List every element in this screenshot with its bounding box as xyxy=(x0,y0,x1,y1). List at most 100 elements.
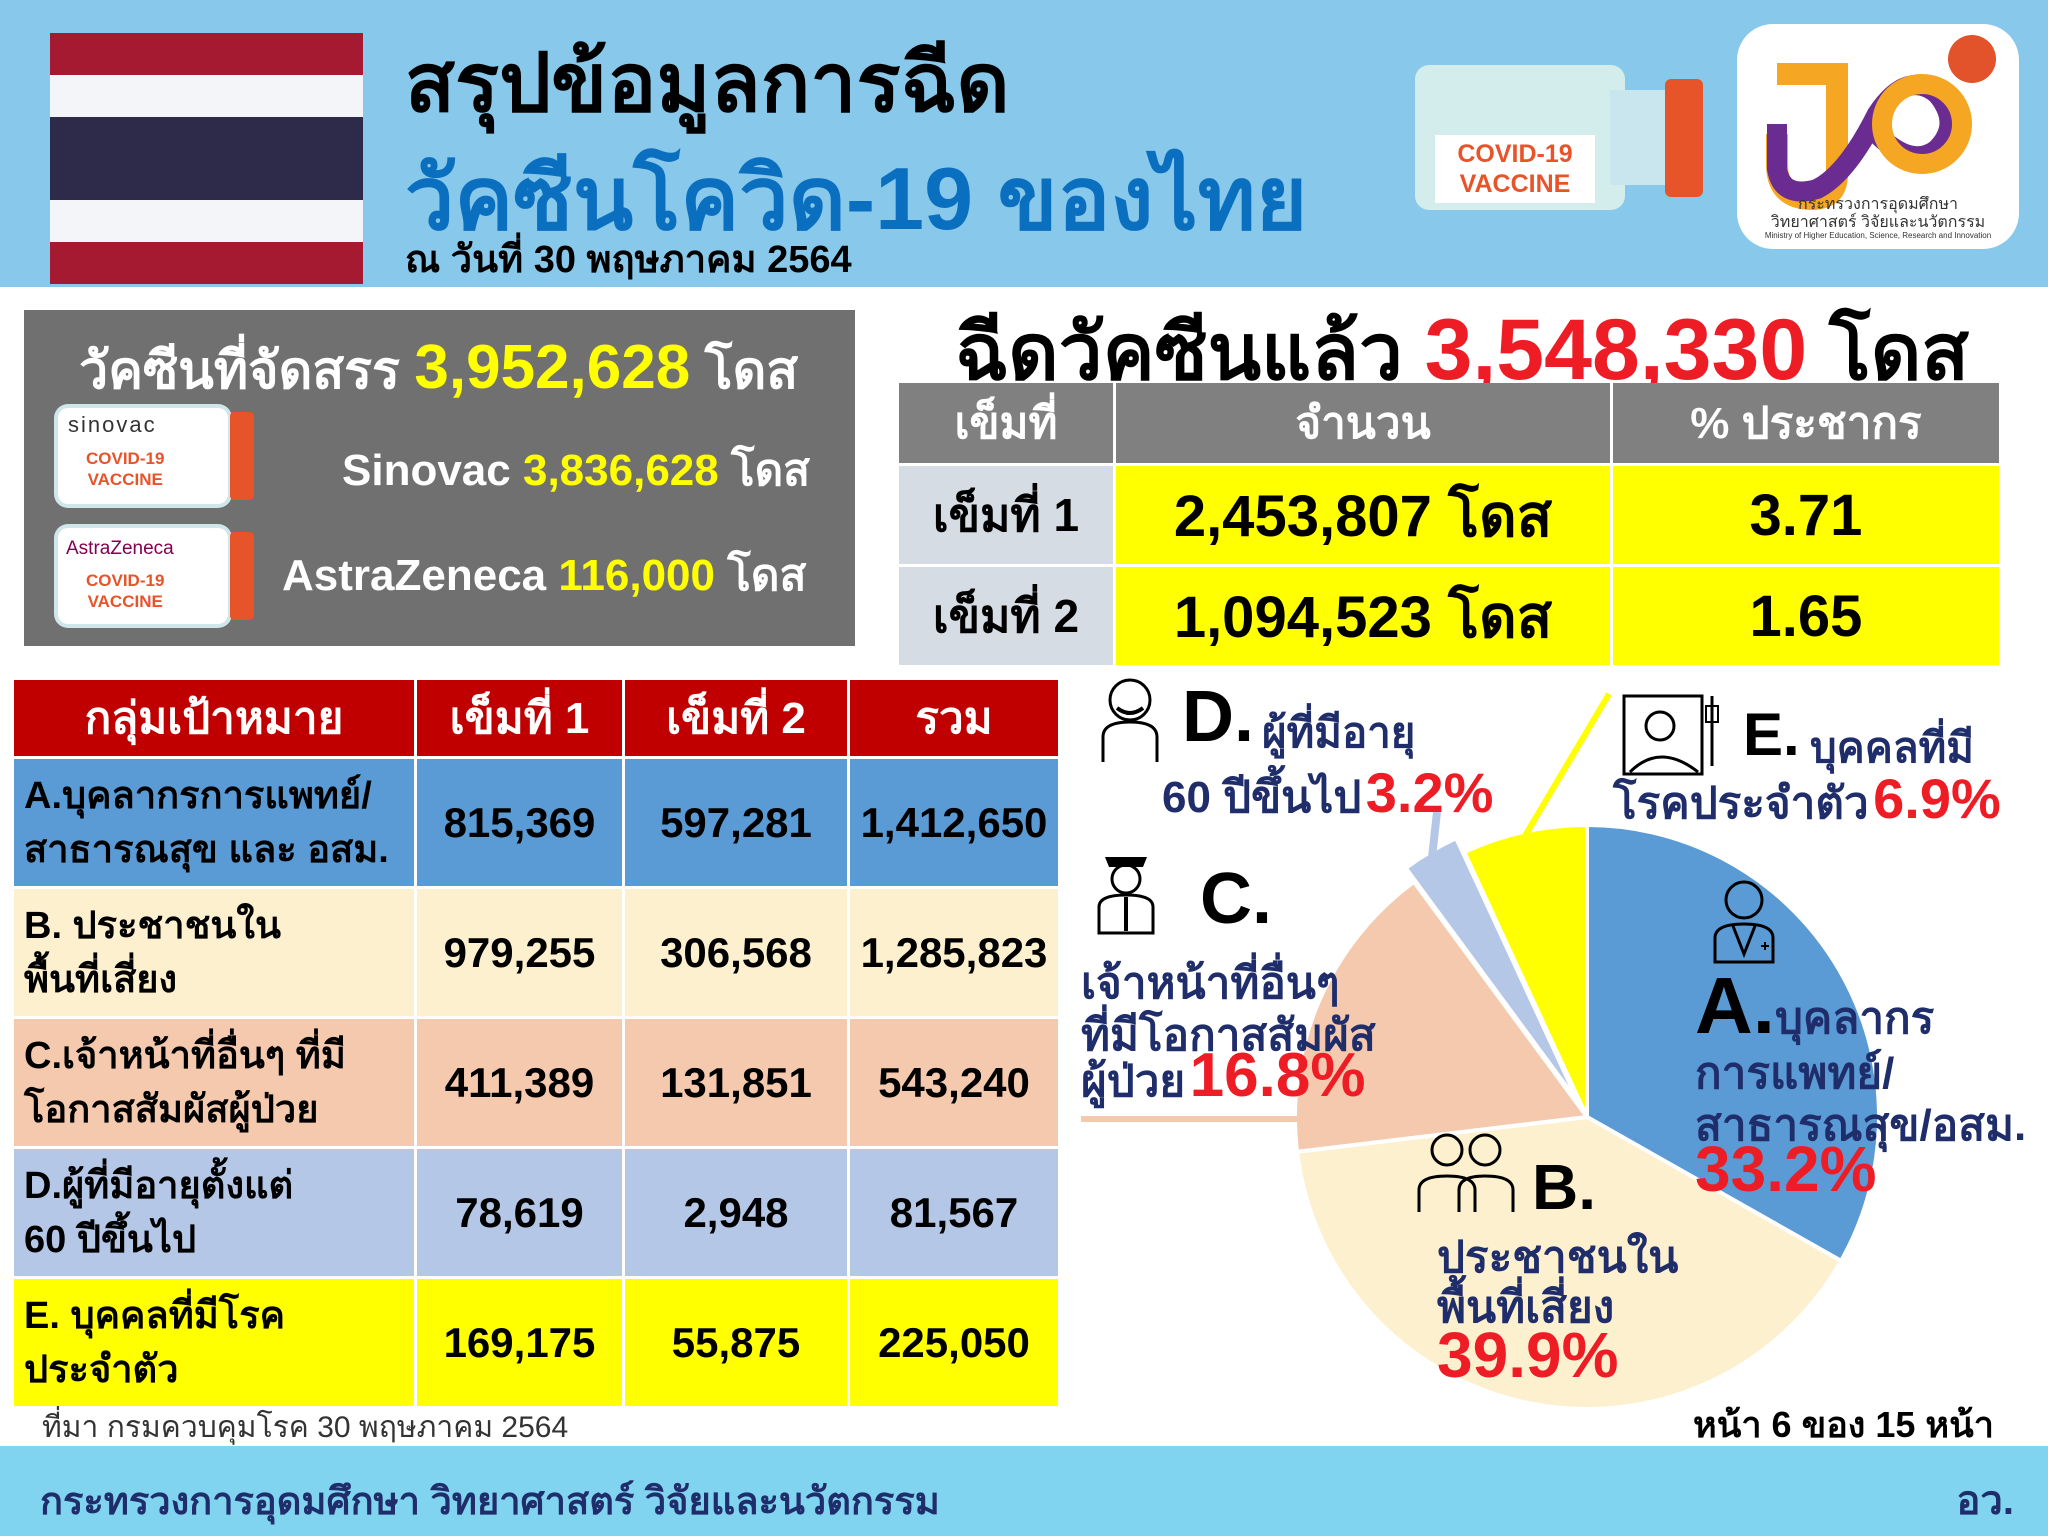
col-count: จำนวน xyxy=(1116,383,1610,463)
administered-label: ฉีดวัคซีนแล้ว xyxy=(955,308,1403,396)
slice-e-pct: 6.9% xyxy=(1873,767,2001,830)
slice-e-line2: โรคประจำตัว 6.9% xyxy=(1613,766,2001,838)
dose1-value: 979,255 xyxy=(417,889,622,1016)
administered-total-value: 3,548,330 xyxy=(1424,302,1808,398)
dose2-value: 2,948 xyxy=(625,1149,847,1276)
footer-abbr: อว. xyxy=(1956,1479,2014,1523)
table-row: C.เจ้าหน้าที่อื่นๆ ที่มี โอกาสสัมผัสผู้ป่… xyxy=(14,1019,1058,1146)
slice-e-letter: E. xyxy=(1743,701,1800,768)
slice-c-line3: ผู้ป่วย 16.8% xyxy=(1081,1040,1376,1122)
table-row: A.บุคลากรการแพทย์/ สาธารณสุข และ อสม. 815,… xyxy=(14,759,1058,886)
total-value: 225,050 xyxy=(850,1279,1058,1406)
sinovac-unit: โดส xyxy=(730,446,811,495)
group-name: D.ผู้ที่มีอายุตั้งแต่ 60 ปีขึ้นไป xyxy=(14,1149,414,1276)
sinovac-vial-label-2: VACCINE xyxy=(87,470,163,489)
total-value: 1,285,823 xyxy=(850,889,1058,1016)
title-line1: สรุปข้อมูลการฉีด xyxy=(405,38,1010,129)
slice-d-label-1: ผู้ที่มีอายุ xyxy=(1262,709,1416,756)
dose-label: เข็มที่ 1 xyxy=(899,466,1113,564)
group-name-line: พื้นที่เสี่ยง xyxy=(24,958,178,1001)
dose-percent: 3.71 xyxy=(1613,466,1999,564)
col-dose1: เข็มที่ 1 xyxy=(417,680,622,756)
people-icon xyxy=(1415,1128,1519,1219)
group-table-header: กลุ่มเป้าหมาย เข็มที่ 1 เข็มที่ 2 รวม xyxy=(14,680,1058,756)
administered-unit: โดส xyxy=(1828,308,1969,396)
slice-a-label-2: การแพทย์/ xyxy=(1695,1049,1895,1098)
astrazeneca-unit: โดส xyxy=(727,551,807,600)
patient-bed-icon xyxy=(1620,692,1724,783)
slice-b-label-2: พื้นที่เสี่ยง xyxy=(1437,1283,1615,1332)
vial-label-1: COVID-19 xyxy=(1457,140,1573,168)
logo-text-2: วิทยาศาสตร์ วิจัยและนวัตกรรม xyxy=(1770,214,1986,231)
dose-percent: 1.65 xyxy=(1613,567,1999,665)
slice-a-letter: A. xyxy=(1695,961,1775,1050)
astrazeneca-brand: AstraZeneca xyxy=(66,538,174,559)
slice-a-pct: 33.2% xyxy=(1695,1133,1877,1205)
dose-table: เข็มที่ จำนวน % ประชากร เข็มที่ 1 2,453,… xyxy=(896,380,2002,668)
logo-text-1: กระทรวงการอุดมศึกษา xyxy=(1798,196,1958,213)
mhesi-logo-icon xyxy=(1766,35,1996,211)
allocation-unit: โดส xyxy=(704,342,799,400)
footer-bar: กระทรวงการอุดมศึกษา วิทยาศาสตร์ วิจัยและ… xyxy=(0,1446,2048,1536)
astrazeneca-name: AstraZeneca xyxy=(282,551,547,600)
leader-line-d xyxy=(1428,811,1441,856)
sinovac-vial-icon: sinovac COVID-19 VACCINE xyxy=(58,408,258,504)
group-name-line: C.เจ้าหน้าที่อื่นๆ ที่มี xyxy=(24,1034,346,1077)
table-row: D.ผู้ที่มีอายุตั้งแต่ 60 ปีขึ้นไป 78,619 2,… xyxy=(14,1149,1058,1276)
group-name: C.เจ้าหน้าที่อื่นๆ ที่มี โอกาสสัมผัสผู้ป่… xyxy=(14,1019,414,1146)
allocation-total: วัคซีนที่จัดสรร 3,952,628 โดส xyxy=(79,328,798,411)
title-line2: วัคซีนโควิด-19 ของไทย xyxy=(405,149,1308,248)
dose2-value: 306,568 xyxy=(625,889,847,1016)
group-name: B. ประชาชนในพื้นที่เสี่ยง xyxy=(14,889,414,1016)
slice-c-label-2: ที่มีโอกาสสัมผัส xyxy=(1081,1011,1376,1060)
pie-slice-b xyxy=(1294,1114,1844,1411)
source-note: ที่มา กรมควบคุมโรค 30 พฤษภาคม 2564 xyxy=(42,1411,569,1444)
slice-b-letter: B. xyxy=(1532,1151,1596,1223)
slice-b-pct: 39.9% xyxy=(1437,1319,1619,1391)
group-name-line: สาธารณสุข และ อสม. xyxy=(24,828,389,871)
elderly-man-icon xyxy=(1097,672,1163,769)
footer-ministry: กระทรวงการอุดมศึกษา วิทยาศาสตร์ วิจัยและ… xyxy=(40,1481,940,1523)
table-row: เข็มที่ 2 1,094,523 โดส 1.65 xyxy=(899,567,1999,665)
astrazeneca-vial-icon: AstraZeneca COVID-19 VACCINE xyxy=(58,528,258,624)
dose2-value: 597,281 xyxy=(625,759,847,886)
slice-c-pct: 16.8% xyxy=(1189,1041,1366,1110)
slice-a-label-1: บุคลากร xyxy=(1775,994,1935,1043)
page-indicator: หน้า 6 ของ 15 หน้า xyxy=(1693,1404,1994,1445)
col-total: รวม xyxy=(850,680,1058,756)
group-name-line: A.บุคลากรการแพทย์/ xyxy=(24,774,372,817)
leader-line-e xyxy=(1522,692,1612,838)
col-percent: % ประชากร xyxy=(1613,383,1999,463)
group-name-line: B. ประชาชนใน xyxy=(24,904,281,947)
vial-label-2: VACCINE xyxy=(1459,170,1571,198)
header-banner: สรุปข้อมูลการฉีด วัคซีนโควิด-19 ของไทย ณ… xyxy=(0,0,2048,287)
sinovac-name: Sinovac xyxy=(342,446,511,495)
slice-c-label-3: ผู้ป่วย xyxy=(1081,1057,1186,1106)
col-dose2: เข็มที่ 2 xyxy=(625,680,847,756)
group-name-line: ประจำตัว xyxy=(24,1348,179,1391)
slice-c-label-1: เจ้าหน้าที่อื่นๆ xyxy=(1081,959,1340,1008)
thai-flag xyxy=(50,33,363,284)
logo-text-3: Ministry of Higher Education, Science, R… xyxy=(1764,231,1992,240)
slice-d-letter: D. xyxy=(1182,677,1254,757)
allocation-total-value: 3,952,628 xyxy=(414,333,691,402)
col-group: กลุ่มเป้าหมาย xyxy=(14,680,414,756)
slice-d-pct: 3.2% xyxy=(1365,761,1494,824)
dose1-value: 815,369 xyxy=(417,759,622,886)
slice-a-label-3: สาธารณสุข/อสม. xyxy=(1695,1101,2027,1150)
target-group-table: กลุ่มเป้าหมาย เข็มที่ 1 เข็มที่ 2 รวม A.… xyxy=(11,677,1061,1409)
sinovac-row: Sinovac 3,836,628 โดส xyxy=(342,435,810,505)
slice-d-line2: 60 ปีขึ้นไป 3.2% xyxy=(1162,760,1493,832)
group-name-line: D.ผู้ที่มีอายุตั้งแต่ xyxy=(24,1164,294,1207)
date-label: ณ วันที่ 30 พฤษภาคม 2564 xyxy=(405,239,852,281)
group-name-line: 60 ปีขึ้นไป xyxy=(24,1218,197,1261)
table-row: E. บุคคลที่มีโรค ประจำตัว 169,175 55,875 225… xyxy=(14,1279,1058,1406)
dose1-value: 169,175 xyxy=(417,1279,622,1406)
sinovac-brand: sinovac xyxy=(68,412,157,437)
slice-e-label-2: โรคประจำตัว xyxy=(1613,779,1869,828)
table-row: B. ประชาชนใน พื้นที่เสี่ยง 979,255 306,568 1… xyxy=(14,889,1058,1016)
ministry-logo: กระทรวงการอุดมศึกษา วิทยาศาสตร์ วิจัยและ… xyxy=(1737,24,2019,249)
administered-total: ฉีดวัคซีนแล้ว 3,548,330 โดส xyxy=(955,290,1969,414)
allocation-label: วัคซีนที่จัดสรร xyxy=(79,342,400,400)
slice-c-letter: C. xyxy=(1200,859,1272,939)
